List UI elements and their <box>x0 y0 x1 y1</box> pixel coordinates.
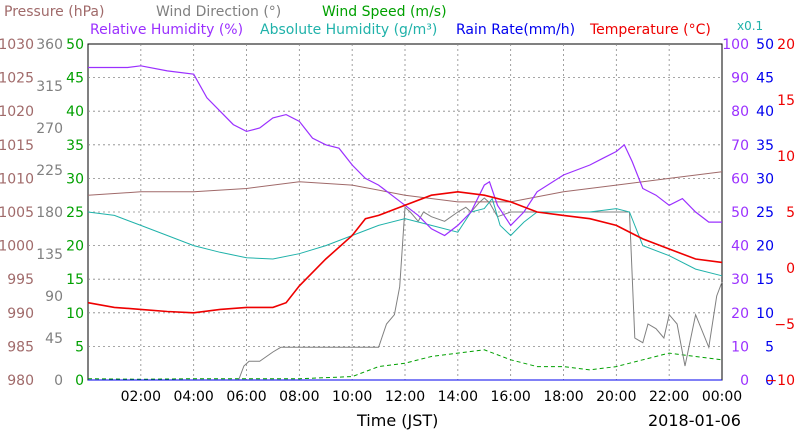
y-tick-rain-rate: 40 <box>756 104 774 120</box>
y-tick-pressure: 1025 <box>0 71 34 87</box>
legend-rain-rate: Rain Rate(mm/h) <box>456 22 575 38</box>
y-tick-relative-humidity: 70 <box>731 138 749 154</box>
y-tick-temperature: 0 <box>786 261 795 277</box>
y-tick-relative-humidity: 30 <box>731 272 749 288</box>
y-tick-relative-humidity: 20 <box>731 306 749 322</box>
y-tick-relative-humidity: 0 <box>740 373 749 389</box>
x-tick-label: 10:00 <box>332 389 372 405</box>
y-tick-wind-speed: 50 <box>66 37 84 53</box>
y-tick-rain-rate: 50 <box>756 37 774 53</box>
y-tick-rain-rate: 35 <box>756 138 774 154</box>
y-tick-rain-rate: 5 <box>765 339 774 355</box>
x-tick-label: 14:00 <box>438 389 478 405</box>
legend: Pressure (hPa) Wind Direction (°) Wind S… <box>4 4 763 38</box>
y-tick-wind-speed: 15 <box>66 272 84 288</box>
y-tick-pressure: 1010 <box>0 171 34 187</box>
legend-absolute-humidity: Absolute Humidity (g/m³) <box>260 22 437 38</box>
x-tick-label: 18:00 <box>543 389 583 405</box>
x-tick-label: 12:00 <box>385 389 425 405</box>
y-tick-temperature: 10 <box>777 149 795 165</box>
y-tick-wind-speed: 10 <box>66 306 84 322</box>
y-tick-relative-humidity: 80 <box>731 104 749 120</box>
x-tick-label: 00:00 <box>702 389 742 405</box>
y-tick-pressure: 990 <box>7 306 34 322</box>
y-tick-wind-speed: 20 <box>66 239 84 255</box>
y-tick-relative-humidity: 100 <box>722 37 749 53</box>
y-tick-pressure: 985 <box>7 339 34 355</box>
series-line-temperature <box>87 190 723 314</box>
x-tick-label: 20:00 <box>596 389 636 405</box>
series-layer <box>87 65 723 381</box>
y-tick-pressure: 1000 <box>0 239 34 255</box>
y-tick-wind-direction: 360 <box>36 37 63 53</box>
tick-labels: 1030102510201015101010051000995990985980… <box>0 37 795 405</box>
x-tick-label: 02:00 <box>121 389 161 405</box>
y-tick-pressure: 1030 <box>0 37 34 53</box>
series-line-pressure <box>87 171 723 203</box>
y-tick-temperature: 5 <box>786 205 795 221</box>
series-line-relative-humidity <box>88 65 722 237</box>
y-tick-rain-rate: 15 <box>756 272 774 288</box>
y-tick-rain-rate: 25 <box>756 205 774 221</box>
y-tick-rain-rate: 20 <box>756 239 774 255</box>
y-tick-wind-direction: 45 <box>45 331 63 347</box>
y-tick-wind-speed: 5 <box>75 339 84 355</box>
y-tick-wind-direction: 225 <box>36 163 63 179</box>
x-tick-label: 04:00 <box>173 389 213 405</box>
legend-wind-speed: Wind Speed (m/s) <box>322 4 447 20</box>
y-tick-pressure: 1005 <box>0 205 34 221</box>
y-tick-temperature: −10 <box>765 373 795 389</box>
y-tick-relative-humidity: 50 <box>731 205 749 221</box>
legend-temperature: Temperature (°C) <box>589 22 711 38</box>
y-tick-rain-rate: 10 <box>756 306 774 322</box>
y-tick-pressure: 995 <box>7 272 34 288</box>
series-line-wind-direction <box>238 197 723 381</box>
y-tick-wind-direction: 315 <box>36 79 63 95</box>
y-tick-wind-speed: 30 <box>66 171 84 187</box>
y-tick-wind-direction: 90 <box>45 289 63 305</box>
legend-wind-direction: Wind Direction (°) <box>156 4 281 20</box>
y-tick-relative-humidity: 60 <box>731 171 749 187</box>
legend-pressure: Pressure (hPa) <box>4 4 104 20</box>
y-tick-relative-humidity: 90 <box>731 71 749 87</box>
y-tick-wind-direction: 180 <box>36 205 63 221</box>
y-tick-pressure: 980 <box>7 373 34 389</box>
y-tick-temperature: 20 <box>777 37 795 53</box>
y-tick-wind-speed: 45 <box>66 71 84 87</box>
y-tick-temperature: 15 <box>777 93 795 109</box>
y-tick-wind-speed: 35 <box>66 138 84 154</box>
y-tick-relative-humidity: 40 <box>731 239 749 255</box>
series-line-absolute-humidity <box>87 197 723 277</box>
y-tick-wind-speed: 40 <box>66 104 84 120</box>
legend-relative-humidity: Relative Humidity (%) <box>90 22 243 38</box>
x-tick-label: 16:00 <box>490 389 530 405</box>
y-tick-wind-speed: 0 <box>75 373 84 389</box>
y-tick-wind-direction: 0 <box>54 373 63 389</box>
y-tick-wind-direction: 270 <box>36 121 63 137</box>
y-tick-pressure: 1015 <box>0 138 34 154</box>
y-tick-relative-humidity: 10 <box>731 339 749 355</box>
x-axis-label: Time (JST) <box>356 411 438 430</box>
y-tick-rain-rate: 30 <box>756 171 774 187</box>
y-tick-rain-rate: 0 <box>765 373 774 389</box>
y-tick-wind-direction: 135 <box>36 247 63 263</box>
y-tick-rain-rate: 45 <box>756 71 774 87</box>
x-tick-label: 08:00 <box>279 389 319 405</box>
date-label: 2018-01-06 <box>648 411 741 430</box>
x-tick-label: 22:00 <box>649 389 689 405</box>
legend-multiplier: x0.1 <box>737 19 763 33</box>
y-tick-pressure: 1020 <box>0 104 34 120</box>
x-tick-label: 06:00 <box>226 389 266 405</box>
y-tick-temperature: −5 <box>774 317 795 333</box>
series-line-wind-speed <box>87 349 723 380</box>
y-tick-wind-speed: 25 <box>66 205 84 221</box>
